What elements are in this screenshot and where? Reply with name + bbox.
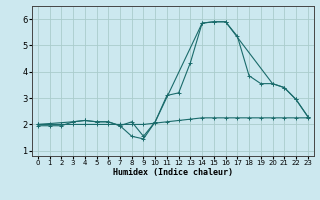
X-axis label: Humidex (Indice chaleur): Humidex (Indice chaleur)	[113, 168, 233, 177]
